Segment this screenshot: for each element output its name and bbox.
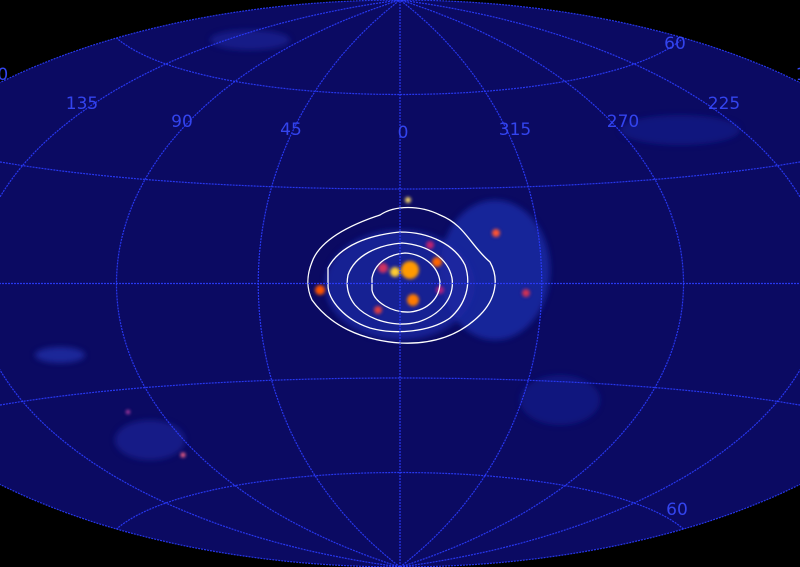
parallel [0, 377, 800, 406]
longitude-label: 0 [398, 123, 409, 143]
longitude-label: 135 [66, 94, 98, 114]
parallel [116, 471, 684, 530]
hot-spots [126, 197, 530, 458]
latitude-label: 60 [664, 34, 686, 54]
longitude-label: 270 [607, 112, 639, 132]
longitude-label: 225 [708, 94, 740, 114]
longitude-label: 90 [171, 112, 193, 132]
labels: 180 135 90 45 0 315 270 225 180 60 60 [0, 34, 800, 520]
emission [35, 30, 740, 460]
longitude-label: 315 [499, 120, 531, 140]
contours [307, 206, 496, 344]
latitude-label: 60 [666, 500, 688, 520]
parallel [116, 37, 684, 96]
meridian [399, 0, 800, 567]
longitude-label: 45 [280, 120, 302, 140]
longitude-label: 180 [796, 65, 800, 85]
longitude-label: 180 [0, 65, 8, 85]
parallel [0, 161, 800, 190]
meridian [0, 0, 401, 567]
